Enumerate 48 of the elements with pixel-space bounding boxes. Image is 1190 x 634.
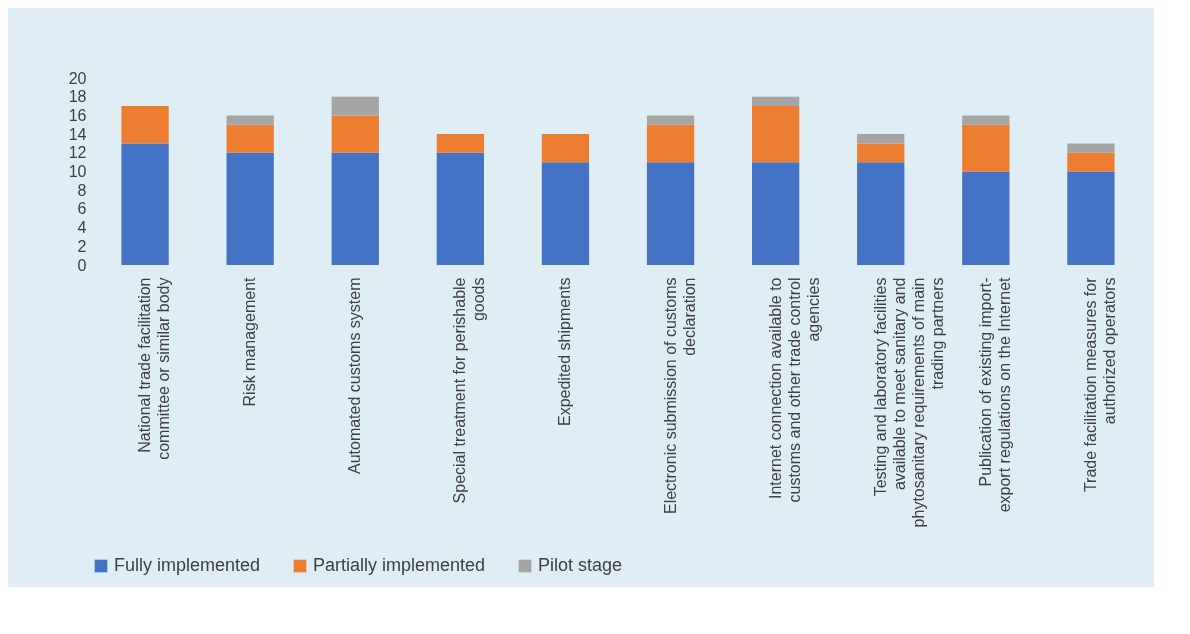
legend-label: Pilot stage [538, 555, 623, 575]
bar [436, 152, 484, 265]
y-tick-label: 4 [77, 219, 87, 237]
bar [331, 152, 379, 265]
bar [541, 162, 590, 265]
y-tick-label: 0 [77, 256, 87, 274]
bar [1067, 143, 1115, 153]
bar [646, 115, 695, 125]
y-tick-label: 16 [68, 106, 87, 124]
bar [436, 134, 484, 153]
x-tick-label: Electronic submission of customs declaration [661, 277, 698, 515]
bar [752, 106, 800, 163]
bar [226, 124, 274, 153]
bar [752, 162, 800, 265]
y-tick-label: 12 [68, 144, 87, 162]
y-tick-label: 2 [77, 237, 87, 255]
x-tick-label: Internet connection available to customs and other trade control agencies [766, 277, 822, 503]
bar [857, 134, 905, 144]
bar [752, 96, 800, 107]
y-tick-label: 8 [77, 181, 87, 199]
bar [226, 152, 274, 265]
bar [962, 115, 1010, 125]
bar [121, 106, 169, 144]
bar [331, 96, 379, 116]
y-tick-label: 18 [68, 88, 87, 106]
bar [962, 124, 1010, 172]
legend-label: Fully implemented [114, 555, 261, 575]
bar [121, 143, 169, 265]
bar [962, 171, 1010, 265]
bar [646, 124, 695, 163]
y-tick-label: 20 [68, 69, 87, 87]
y-tick-label: 10 [68, 163, 87, 180]
bar [1067, 171, 1115, 265]
bar [331, 115, 379, 153]
bar [1067, 152, 1115, 172]
bar [857, 143, 905, 163]
legend-label: Partially implemented [313, 555, 486, 575]
bar [226, 115, 274, 125]
bar [541, 134, 590, 163]
x-tick-label: Risk management [241, 276, 259, 407]
y-tick-label: 6 [77, 200, 87, 218]
x-tick-label: National trade facilitation committee or similar body [136, 277, 173, 460]
x-tick-label: Special treatment for perishable goods [451, 277, 488, 504]
x-tick-label: Automated customs system [346, 277, 364, 475]
x-tick-label: Expedited shipments [556, 277, 574, 427]
bar [646, 162, 695, 265]
y-tick-label: 14 [68, 125, 87, 143]
bar [857, 162, 905, 265]
